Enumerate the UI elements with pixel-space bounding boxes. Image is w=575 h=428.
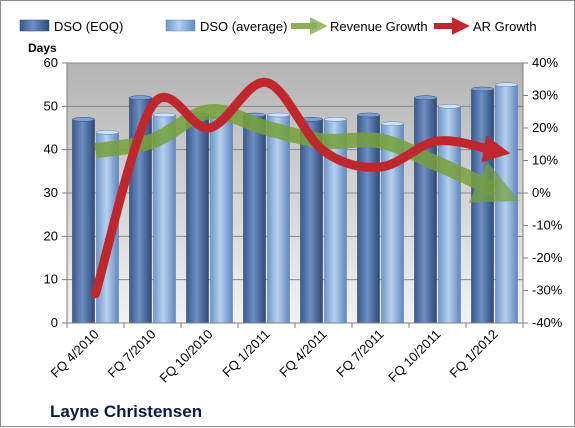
y2-tick-label: 0% [532,185,551,200]
y-tick-label: 30 [44,185,58,200]
bar-top [381,121,404,126]
y-axis-ticks: 0 10 20 30 40 50 60 [44,55,58,330]
bar-top [267,112,290,118]
bar [414,97,437,324]
y2-tick-label: -40% [532,315,563,330]
legend-label-dso-eoq: DSO (EOQ) [54,19,123,34]
legend: DSO (EOQ) DSO (average) Revenue Growth A… [19,17,537,35]
y2-tick-label: -30% [532,283,563,298]
y-tick-label: 10 [44,272,58,287]
legend-label-dso-average: DSO (average) [200,19,287,34]
bar-top [438,104,461,109]
y2-axis-ticks: -40% -30% -20% -10% 0% 10% 20% 30% 40% [532,55,563,330]
x-tick-label: FQ 7/2010 [105,327,159,381]
y-tick-label: 50 [44,98,58,113]
revenue-growth-line [94,104,520,203]
y-tick-label: 0 [51,315,58,330]
bar-top [495,82,518,87]
y2-tick-label: 40% [532,55,558,70]
y2-tick-label: -20% [532,250,563,265]
axes [62,62,528,328]
bar [267,114,290,324]
legend-swatch-dso-average [165,19,196,32]
x-tick-label: FQ 1/2011 [219,327,272,380]
bar-top [414,95,437,100]
line-series [91,77,520,299]
bar-top [72,117,95,122]
y2-tick-label: 10% [532,153,558,168]
legend-swatch-dso-eoq [19,19,50,32]
bar [471,88,494,324]
x-tick-label: FQ 10/2010 [156,327,215,386]
legend-label-revenue-growth: Revenue Growth [330,19,428,34]
legend-label-ar-growth: AR Growth [473,19,537,34]
bar [243,114,266,324]
x-tick-label: FQ 7/2011 [333,327,386,380]
bar-top [153,112,176,118]
x-tick-label: FQ 1/2012 [447,327,501,381]
bar-top [471,86,494,92]
x-tick-label: FQ 10/2011 [385,327,443,385]
y-tick-label: 40 [44,142,58,157]
bar-top [129,95,152,100]
y2-tick-label: 20% [532,120,558,135]
bar [210,114,233,324]
y-tick-label: 60 [44,55,58,70]
bar-top [96,130,119,135]
y2-tick-label: 30% [532,88,558,103]
bar [186,114,209,324]
y2-tick-label: -10% [532,218,563,233]
bar [495,84,518,324]
x-tick-label: FQ 4/2010 [48,327,102,381]
x-tick-label: FQ 4/2011 [276,327,329,380]
company-name: Layne Christensen [50,402,202,421]
y-tick-label: 20 [44,228,58,243]
ar-growth-line [91,77,511,299]
bar-top [357,112,380,118]
y-axis-title: Days [28,41,57,55]
bar-top [324,117,347,122]
